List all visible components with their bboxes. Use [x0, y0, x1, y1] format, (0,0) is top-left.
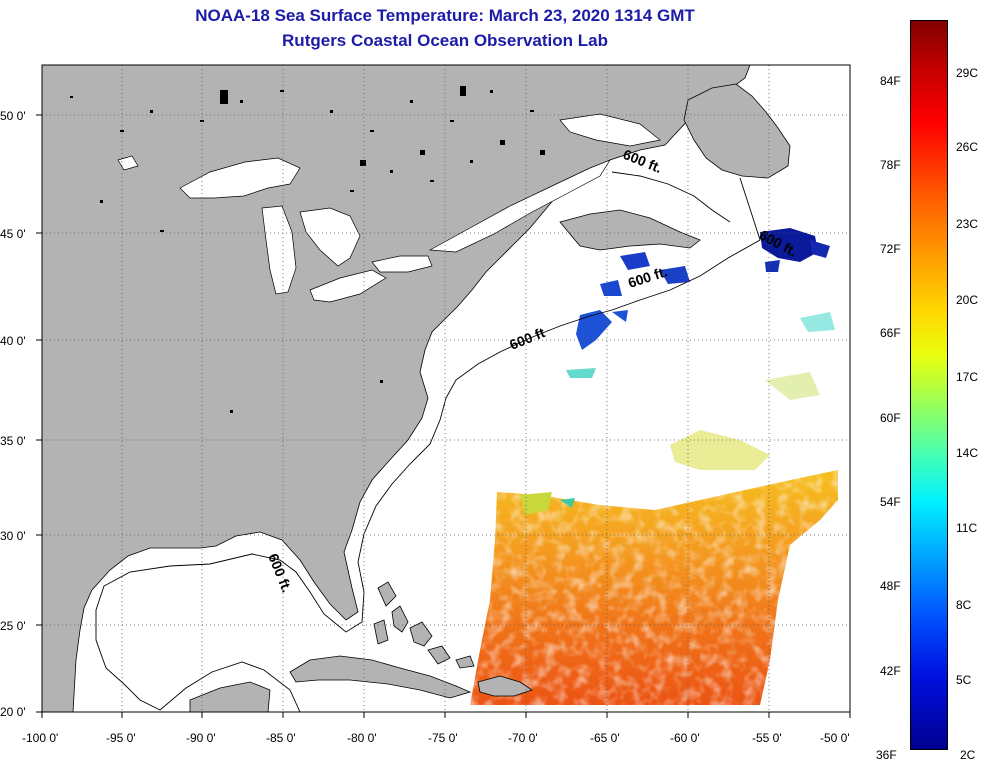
cold-water-patches — [576, 228, 830, 350]
celsius-label: 29C — [956, 66, 979, 80]
lon-label: -80 0' — [347, 731, 377, 745]
depth-contour-600ft — [95, 177, 761, 712]
latitude-labels: 50 0' 45 0' 40 0' 35 0' 30 0' 25 0' 20 0… — [0, 109, 26, 719]
lat-label: 50 0' — [0, 109, 26, 123]
sst-data-field — [470, 312, 840, 710]
fahrenheit-label: 54F — [880, 495, 901, 509]
lon-label: -75 0' — [428, 731, 458, 745]
lat-label: 35 0' — [0, 434, 26, 448]
lon-label: -55 0' — [752, 731, 782, 745]
lon-label: -65 0' — [590, 731, 620, 745]
celsius-label: 2C — [960, 748, 976, 762]
map-title: NOAA-18 Sea Surface Temperature: March 2… — [195, 6, 695, 25]
celsius-label: 17C — [956, 370, 979, 384]
fahrenheit-label: 84F — [880, 74, 901, 88]
fahrenheit-label: 48F — [880, 579, 901, 593]
map-subtitle: Rutgers Coastal Ocean Observation Lab — [282, 31, 608, 50]
axis-ticks — [36, 114, 851, 718]
lat-label: 30 0' — [0, 529, 26, 543]
longitude-labels: -100 0' -95 0' -90 0' -85 0' -80 0' -75 … — [22, 731, 850, 745]
temperature-colorbar — [910, 20, 948, 750]
land-masses — [42, 65, 791, 712]
lon-label: -70 0' — [508, 731, 538, 745]
celsius-label: 11C — [956, 521, 978, 535]
celsius-label: 5C — [956, 673, 972, 687]
lon-label: -50 0' — [820, 731, 850, 745]
fahrenheit-label: 60F — [880, 411, 901, 425]
lat-label: 45 0' — [0, 227, 26, 241]
celsius-label: 20C — [956, 293, 979, 307]
map-frame — [41, 64, 851, 713]
fahrenheit-label: 36F — [876, 748, 897, 762]
lat-label: 20 0' — [0, 705, 26, 719]
fahrenheit-label: 78F — [880, 158, 901, 172]
depth-contour-600ft-north — [611, 171, 731, 223]
lat-label: 40 0' — [0, 334, 26, 348]
lon-label: -85 0' — [266, 731, 296, 745]
lat-label: 25 0' — [0, 619, 26, 633]
celsius-label: 14C — [956, 446, 979, 460]
lon-label: -100 0' — [22, 731, 58, 745]
celsius-label: 23C — [956, 217, 979, 231]
lon-label: -90 0' — [186, 731, 216, 745]
celsius-label: 26C — [956, 140, 979, 154]
lon-label: -60 0' — [670, 731, 700, 745]
lon-label: -95 0' — [106, 731, 136, 745]
fahrenheit-label: 66F — [880, 326, 901, 340]
graticule — [42, 65, 850, 712]
celsius-label: 8C — [956, 598, 972, 612]
great-lakes — [117, 113, 661, 303]
fahrenheit-label: 42F — [880, 664, 901, 678]
fahrenheit-label: 72F — [880, 242, 901, 256]
